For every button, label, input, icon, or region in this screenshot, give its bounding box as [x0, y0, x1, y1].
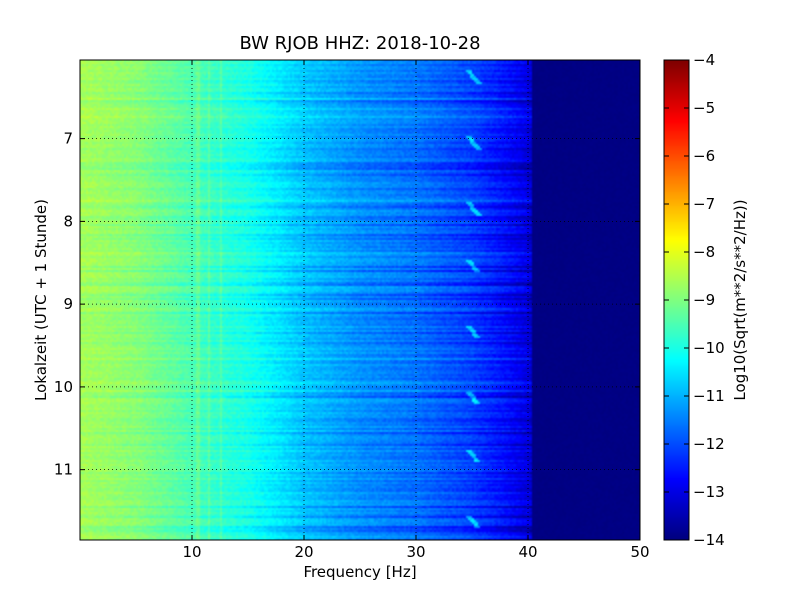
x-axis-ticks: 10 20 30 40 50: [182, 60, 650, 561]
colorbar-tick-label: −4: [693, 51, 715, 69]
y-axis-ticks: 7 8 9 10 11: [54, 130, 640, 479]
plot-area: 10 20 30 40 50 7 8 9 10 11: [54, 59, 650, 561]
x-tick-label: 30: [406, 543, 425, 561]
y-tick-label: 7: [63, 130, 73, 148]
colorbar: −4 −5 −6 −7 −8 −9 −10 −11 −12 −13 −14: [663, 51, 725, 549]
colorbar-tick-label: −13: [693, 483, 725, 501]
y-axis-label: Lokalzeit (UTC + 1 Stunde): [32, 199, 50, 401]
x-tick-label: 10: [182, 543, 201, 561]
colorbar-tick-label: −8: [693, 243, 715, 261]
y-tick-label: 10: [54, 378, 73, 396]
chart-title: BW RJOB HHZ: 2018-10-28: [239, 33, 480, 54]
spectrogram-heatmap: [80, 60, 640, 540]
colorbar-tick-label: −12: [693, 435, 725, 453]
plot-frame: [79, 59, 641, 541]
colorbar-tick-label: −14: [693, 531, 725, 549]
y-tick-label: 8: [63, 212, 73, 230]
grid-lines: [80, 60, 640, 540]
colorbar-tick-label: −6: [693, 147, 715, 165]
x-tick-label: 50: [630, 543, 649, 561]
x-tick-label: 20: [294, 543, 313, 561]
colorbar-ticks: −4 −5 −6 −7 −8 −9 −10 −11 −12 −13 −14: [664, 51, 725, 549]
colorbar-tick-label: −10: [693, 339, 725, 357]
x-tick-label: 40: [518, 543, 537, 561]
colorbar-tick-label: −5: [693, 99, 715, 117]
colorbar-tick-label: −9: [693, 291, 715, 309]
colorbar-tick-label: −11: [693, 387, 725, 405]
y-tick-label: 9: [63, 295, 73, 313]
colorbar-tick-label: −7: [693, 195, 715, 213]
x-axis-label: Frequency [Hz]: [303, 563, 416, 581]
colorbar-label: Log10(Sqrt(m**2/s**2/Hz)): [731, 199, 749, 400]
y-tick-label: 11: [54, 461, 73, 479]
